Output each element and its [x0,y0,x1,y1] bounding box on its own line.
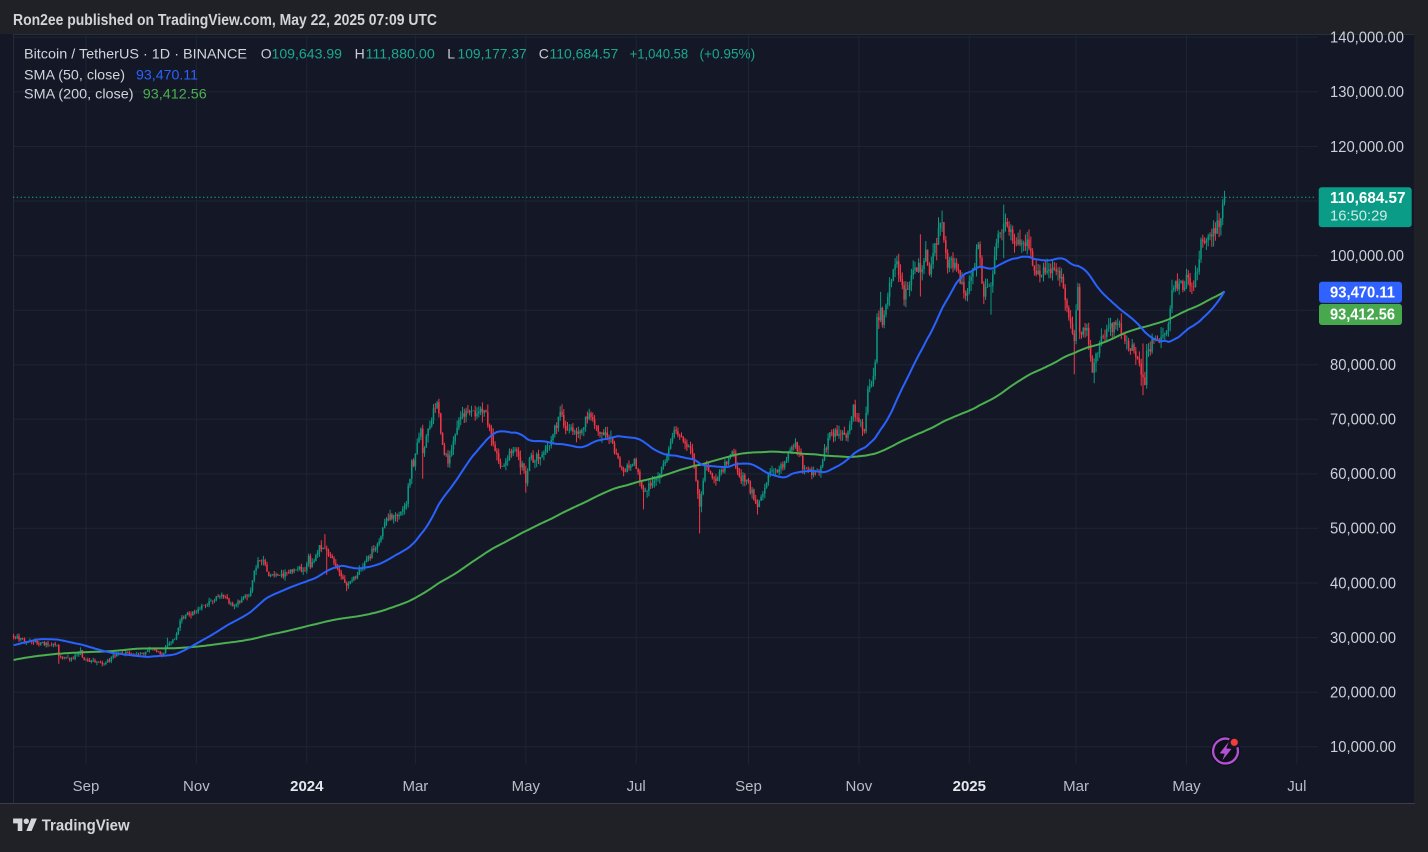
svg-text:H: H [355,46,365,62]
svg-text:C: C [539,46,549,62]
svg-text:109,643.99: 109,643.99 [272,46,343,62]
svg-text:May: May [512,778,541,795]
svg-text:93,470.11: 93,470.11 [1330,284,1395,301]
svg-text:30,000.00: 30,000.00 [1330,630,1396,647]
svg-text:L: L [447,46,455,62]
svg-text:SMA (50, close): SMA (50, close) [24,67,125,83]
svg-text:Nov: Nov [846,778,873,795]
svg-text:100,000.00: 100,000.00 [1330,248,1404,265]
svg-text:16:50:29: 16:50:29 [1330,208,1388,225]
svg-text:Sep: Sep [735,778,762,795]
svg-text:Bitcoin / TetherUS · 1D · BINA: Bitcoin / TetherUS · 1D · BINANCE [24,46,247,62]
svg-text:110,684.57: 110,684.57 [550,46,619,62]
svg-text:May: May [1172,778,1201,795]
svg-text:Nov: Nov [183,778,210,795]
svg-text:130,000.00: 130,000.00 [1330,84,1404,101]
svg-text:10,000.00: 10,000.00 [1330,739,1396,756]
svg-text:109,177.37: 109,177.37 [458,46,527,62]
svg-text:O: O [261,46,272,62]
svg-text:Sep: Sep [73,778,100,795]
svg-text:93,412.56: 93,412.56 [143,86,207,102]
svg-text:+1,040.58: +1,040.58 [630,46,689,62]
svg-text:70,000.00: 70,000.00 [1330,412,1396,429]
svg-text:20,000.00: 20,000.00 [1330,685,1396,702]
svg-text:50,000.00: 50,000.00 [1330,521,1396,538]
svg-text:(+0.95%): (+0.95%) [700,46,756,62]
svg-text:TradingView: TradingView [42,818,131,835]
svg-text:140,000.00: 140,000.00 [1330,30,1404,47]
svg-text:80,000.00: 80,000.00 [1330,357,1396,374]
svg-text:60,000.00: 60,000.00 [1330,466,1396,483]
svg-text:Jul: Jul [627,778,646,795]
svg-text:2024: 2024 [290,778,324,795]
svg-text:SMA (200, close): SMA (200, close) [24,86,134,102]
svg-text:93,412.56: 93,412.56 [1330,307,1395,324]
svg-text:110,684.57: 110,684.57 [1330,190,1406,207]
svg-text:Mar: Mar [402,778,428,795]
svg-text:Mar: Mar [1063,778,1089,795]
svg-text:93,470.11: 93,470.11 [136,67,198,83]
svg-text:2025: 2025 [953,778,986,795]
svg-text:111,880.00: 111,880.00 [366,46,436,62]
svg-text:Ron2ee published on TradingVie: Ron2ee published on TradingView.com, May… [13,12,437,29]
svg-text:Jul: Jul [1287,778,1306,795]
svg-text:40,000.00: 40,000.00 [1330,575,1396,592]
svg-text:120,000.00: 120,000.00 [1330,139,1404,156]
